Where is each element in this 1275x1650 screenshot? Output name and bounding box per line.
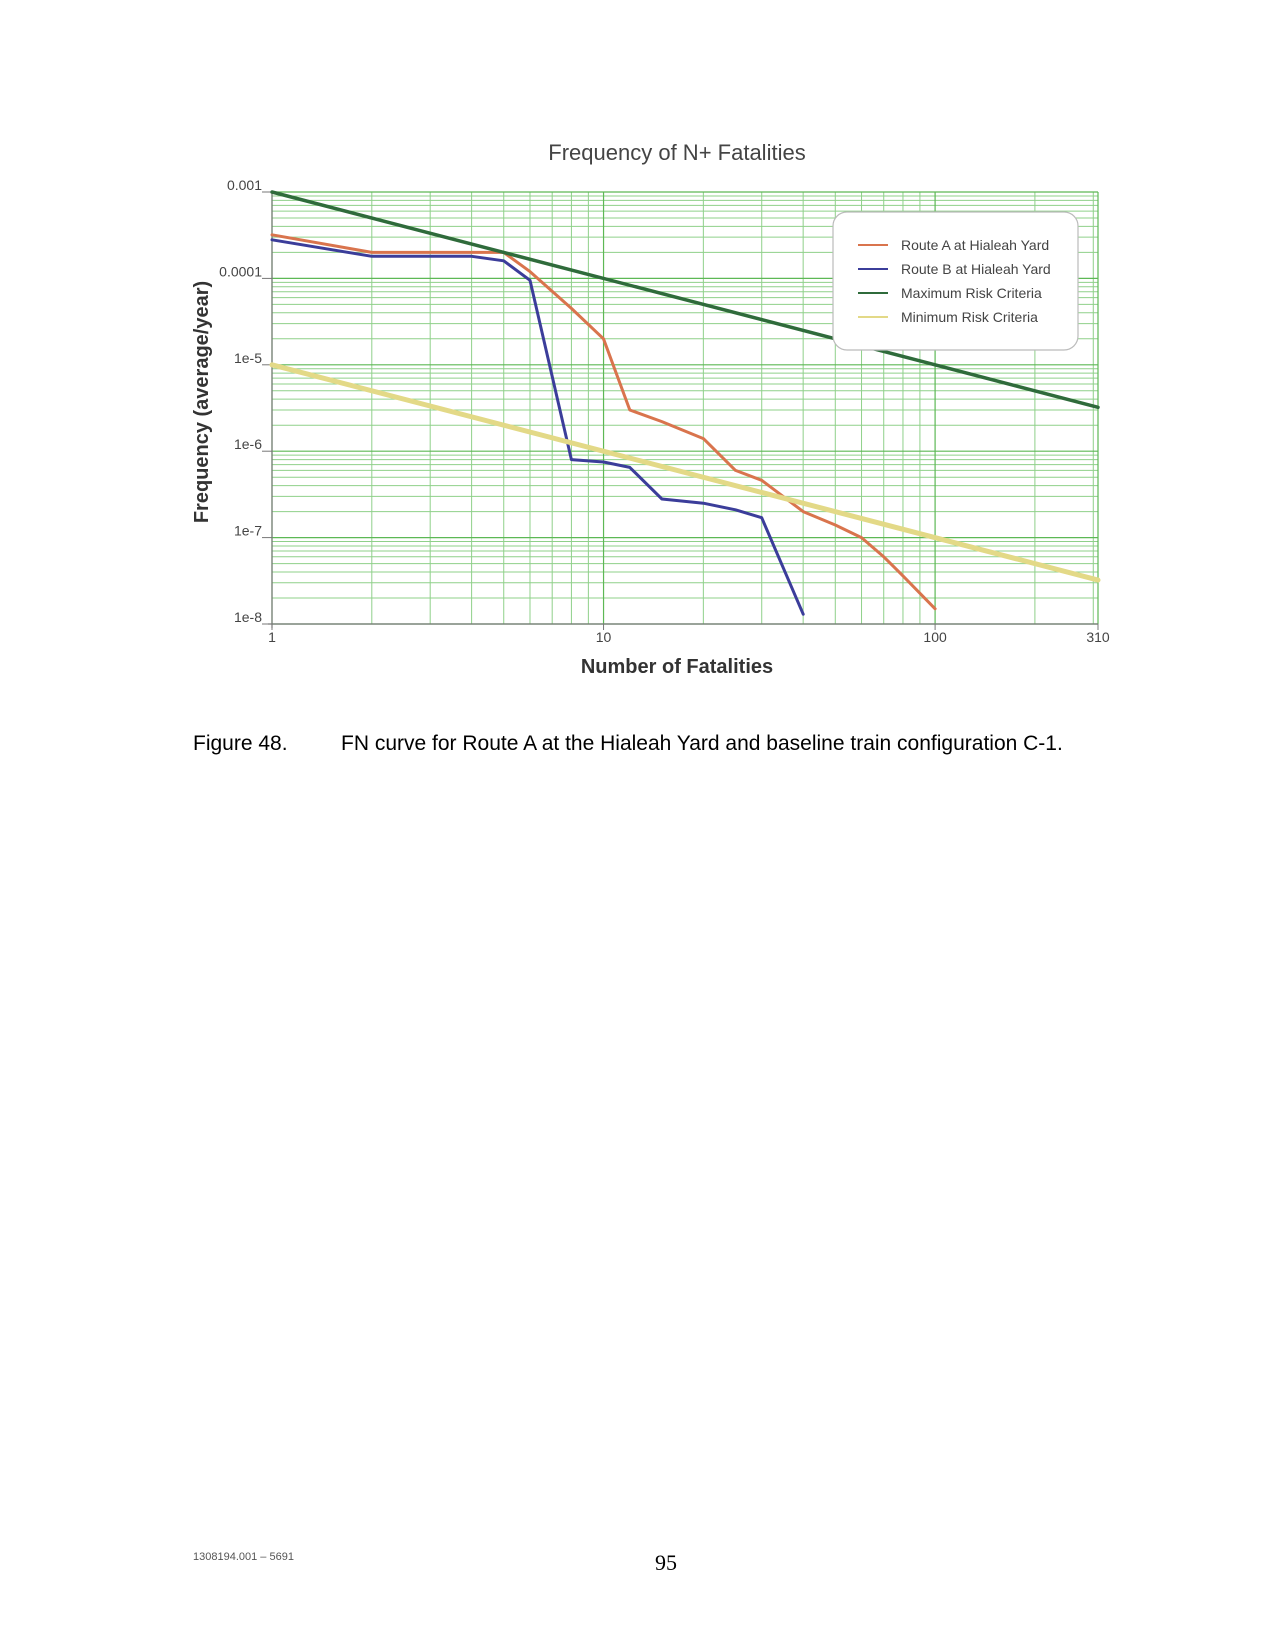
chart-svg: 0.001 0.0001 1e-5 1e-6 1e-7 1e-8 1 10 100 310 Freq… (191, 140, 1110, 678)
x-axis-label: Number of Fatalities (581, 656, 773, 678)
series-line-1 (270, 233, 937, 611)
y-tick-label: 0.001 (227, 177, 262, 193)
y-axis-label: Frequency (average/year) (191, 281, 213, 523)
figure-number: Figure 48. (193, 732, 288, 755)
series-line-3 (270, 190, 1100, 410)
figure-caption: Figure 48. FN curve for Route A at the Hi… (193, 732, 1063, 756)
x-tick-label: 100 (923, 629, 947, 645)
y-tick-label: 0.0001 (219, 263, 262, 279)
x-tick-label: 310 (1086, 629, 1110, 645)
y-tick-label: 1e-6 (234, 436, 262, 452)
y-tick-label: 1e-8 (234, 609, 262, 625)
y-tick-label: 1e-7 (234, 523, 262, 539)
page-number: 95 (655, 1550, 677, 1575)
legend-label: Minimum Risk Criteria (901, 309, 1038, 325)
legend-label: Route B at Hialeah Yard (901, 261, 1051, 277)
figure-caption-text: FN curve for Route A at the Hialeah Yard… (341, 732, 1063, 755)
series-line-4 (269, 362, 1101, 583)
x-tick-label: 10 (596, 629, 612, 645)
legend-box (832, 211, 1079, 351)
series-line-2 (270, 238, 805, 616)
legend-label: Route A at Hialeah Yard (901, 237, 1049, 253)
y-tick-label: 1e-5 (234, 350, 262, 366)
x-tick-label: 1 (268, 629, 276, 645)
fn-curve-chart: 0.001 0.0001 1e-5 1e-6 1e-7 1e-8 1 10 100 310 Freq… (190, 140, 1150, 710)
legend-label: Maximum Risk Criteria (901, 285, 1042, 301)
document-id: 1308194.001 – 5691 (193, 1551, 294, 1563)
chart-title: Frequency of N+ Fatalities (548, 140, 805, 165)
